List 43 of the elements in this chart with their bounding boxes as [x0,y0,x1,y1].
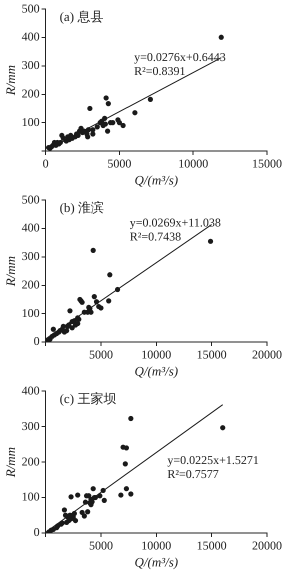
y-axis-title: R/mm [3,446,18,478]
annotation: y=0.0276x+0.6443 [134,50,226,64]
chart-title: (c) 王家坝 [60,391,116,406]
y-tick-label: 100 [22,490,40,504]
x-tick-label: 10000 [141,347,172,362]
y-tick-label: 500 [22,192,40,206]
annotation: y=0.0269x+11.038 [130,215,221,230]
y-tick-label: 400 [22,220,40,235]
y-tick-label: 300 [22,418,40,433]
y-tick-label: 300 [22,249,40,264]
x-tick-label: 15000 [196,347,227,362]
chart-title: (b) 淮滨 [60,200,104,216]
x-tick-label: 5000 [107,156,132,170]
y-tick-label: 500 [22,1,40,16]
y-tick-label: 400 [22,30,40,44]
annotation: R²=0.7438 [130,229,182,244]
y-tick-label: 300 [22,58,40,72]
y-tick-label: 0 [34,334,40,348]
x-tick-label: 15000 [196,538,227,552]
x-tick-label: 10000 [141,538,172,552]
x-tick-label: 0 [42,156,49,170]
x-axis-title: Q/(m³/s) [134,364,178,379]
y-tick-label: 200 [22,86,40,100]
y-axis-title: R/mm [3,64,18,96]
x-tick-label: 5000 [88,538,113,552]
x-tick-label: 15000 [252,156,282,170]
x-tick-label: 20000 [252,347,282,362]
annotation: R²=0.8391 [134,64,186,78]
y-tick-label: 200 [22,277,40,292]
y-axis-title: R/mm [3,256,18,288]
x-tick-label: 5000 [88,347,113,362]
x-axis-title: Q/(m³/s) [134,554,178,570]
y-tick-label: 100 [22,306,40,320]
annotation: y=0.0225x+1.5271 [167,453,259,468]
chart-title: (a) 息县 [60,9,104,24]
annotation: R²=0.7577 [167,467,219,482]
x-tick-label: 10000 [178,156,208,170]
y-tick-label: 400 [22,383,40,398]
y-tick-label: 100 [22,114,40,129]
y-tick-label: 200 [22,454,40,468]
x-tick-label: 20000 [252,538,282,552]
y-tick-label: 0 [34,525,40,540]
x-axis-title: Q/(m³/s) [134,172,178,188]
